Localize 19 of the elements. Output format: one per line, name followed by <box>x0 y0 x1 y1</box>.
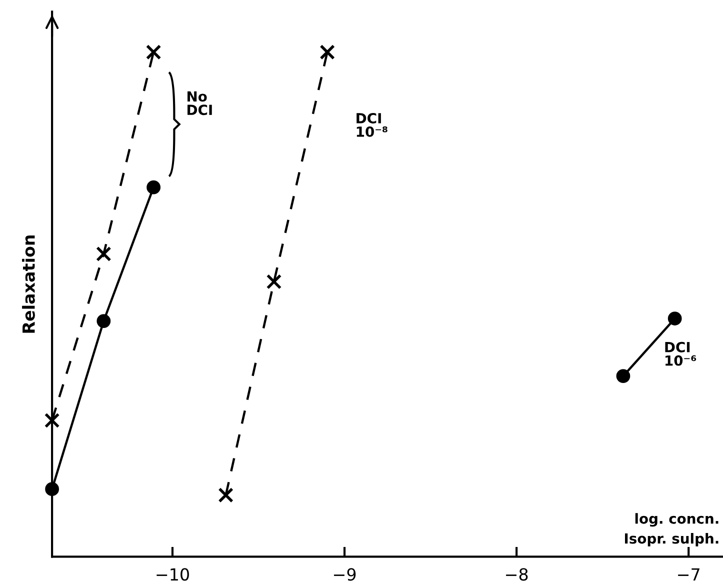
point <box>146 180 161 194</box>
point <box>44 412 60 428</box>
point <box>616 369 630 383</box>
point <box>96 314 111 328</box>
x-tick-label: −8 <box>506 568 528 581</box>
annotation: No DCI <box>188 91 212 116</box>
point <box>146 44 162 60</box>
annotation: DCI 10⁻⁶ <box>665 342 696 366</box>
annotation: DCI 10⁻⁸ <box>356 112 388 137</box>
x-tick-label: −10 <box>156 568 189 581</box>
point <box>96 246 112 262</box>
y-axis-title: Relaxation <box>22 235 35 333</box>
point <box>266 274 282 290</box>
point <box>668 312 682 326</box>
x-tick-label: −7 <box>678 568 700 580</box>
x-tick-label: −9 <box>334 568 356 581</box>
point <box>218 487 234 503</box>
x-axis-title: log. concn. Isopr. sulph. <box>625 513 718 546</box>
point <box>320 44 335 60</box>
